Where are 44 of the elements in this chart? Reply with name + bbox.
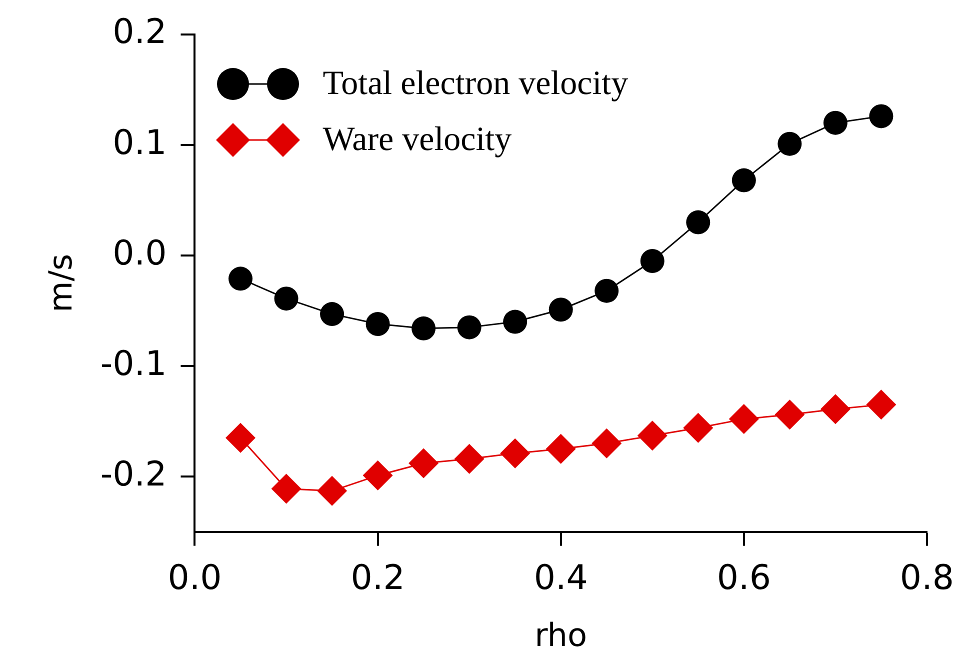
- y-tick-label: 0.1: [112, 122, 167, 163]
- point: [454, 444, 484, 474]
- point: [503, 310, 528, 334]
- point: [548, 298, 573, 322]
- x-tick-label: 0.2: [350, 558, 405, 598]
- point: [500, 438, 530, 468]
- point: [686, 210, 710, 234]
- point: [412, 316, 436, 340]
- point: [640, 248, 664, 273]
- legend-label: Total electron velocity: [322, 64, 628, 104]
- point: [728, 404, 759, 434]
- point: [866, 390, 896, 420]
- point: [362, 460, 393, 490]
- point: [271, 474, 302, 504]
- y-tick-label: 0.0: [112, 233, 167, 274]
- point: [637, 420, 668, 451]
- point: [820, 394, 850, 424]
- y-tick-label: 0.2: [112, 12, 167, 52]
- x-tick-label: 0.0: [168, 558, 222, 598]
- point: [317, 476, 348, 506]
- point: [823, 110, 848, 135]
- point: [592, 428, 622, 458]
- y-tick-label: -0.2: [100, 454, 167, 494]
- point: [366, 312, 390, 336]
- point: [274, 286, 298, 311]
- point: [226, 422, 256, 453]
- x-tick-label: 0.4: [534, 558, 588, 598]
- point: [778, 132, 802, 156]
- point: [774, 400, 805, 430]
- point: [457, 315, 482, 340]
- y-tick-label: -0.1: [100, 344, 167, 384]
- y-axis-title: m/s: [42, 254, 80, 312]
- x-tick-label: 0.6: [716, 558, 771, 598]
- x-axis-title: rho: [534, 616, 588, 654]
- legend-label: Ware velocity: [322, 120, 512, 160]
- point: [869, 104, 894, 128]
- point: [546, 434, 576, 464]
- point: [228, 266, 253, 291]
- point: [732, 168, 756, 192]
- point: [683, 412, 714, 443]
- point: [320, 302, 344, 326]
- x-tick-label: 0.8: [900, 558, 954, 598]
- point: [408, 448, 439, 478]
- point: [594, 278, 619, 303]
